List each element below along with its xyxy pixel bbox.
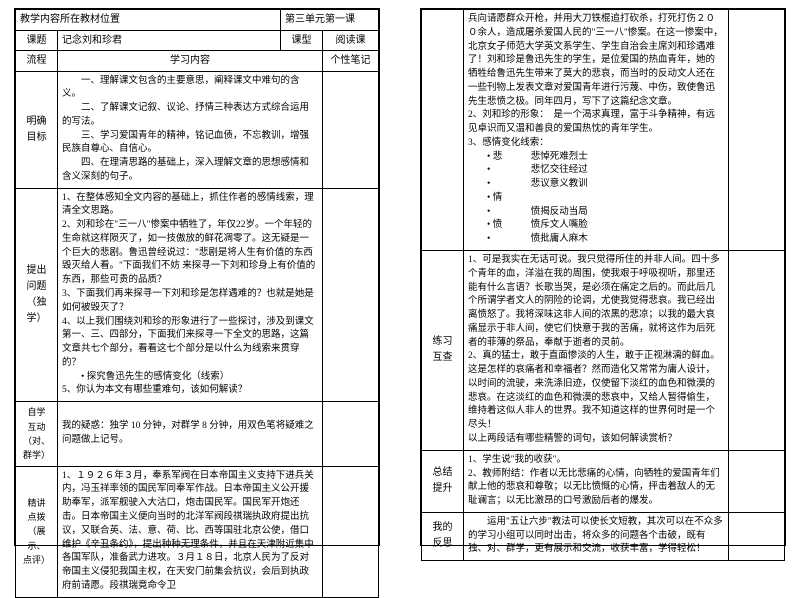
lbl: 提升 [426, 481, 459, 497]
lbl: 点评） [20, 553, 53, 567]
note2 [323, 188, 379, 401]
summary-label: 总结 提升 [422, 450, 464, 512]
p: 2、刘和珍在"三一八"惨案中牺牲了，年仅22岁。一个年轻的生命就这样陨灭了，如一… [62, 219, 318, 288]
practice-label: 练习 互查 [422, 251, 464, 451]
lbl: （独 [20, 295, 53, 311]
lbl: 互查 [426, 350, 459, 366]
lbl: 总结 [426, 465, 459, 481]
cont-body: 兵向请愿群众开枪，并用大刀铁棍追打砍杀，打死打伤２００余人，造成屠杀爱国人民的"… [464, 10, 729, 251]
p: 兵向请愿群众开枪，并用大刀铁棍追打砍杀，打死打伤２００余人，造成屠杀爱国人民的"… [468, 13, 724, 109]
lecture-label: 精讲 点拨 （展 示、 点评） [16, 466, 58, 597]
lecture-body: 1、１９２６年３月，奉系军阀在日本帝国主义支持下进兵关内，冯玉祥率领的国民军同奉… [58, 466, 323, 597]
note3 [323, 402, 379, 467]
right-table: 兵向请愿群众开枪，并用大刀铁棍追打砍杀，打死打伤２００余人，造成屠杀爱国人民的"… [421, 9, 785, 561]
p: 4、以上我们围绕刘和珍的形象进行了一些探讨，涉及到课文第一、三、四部分，下面我们… [62, 316, 318, 371]
lbl: 群学） [20, 448, 53, 462]
lbl: 自学 [20, 405, 53, 419]
r3c1: 流程 [16, 51, 58, 72]
note4 [323, 466, 379, 597]
b: 愤 愤斥文人嘴脸 [487, 219, 724, 233]
p: 2、刘和珍的形象： 是一个渴求真理，富于斗争精神，有远见卓识而又温和善良的爱国热… [468, 109, 724, 137]
p: 1、可是我实在无话可说。我只觉得所住的并非人间。四十多个青年的血，洋溢在我的周围… [468, 254, 724, 350]
r3c3: 个性笔记 [323, 51, 379, 72]
question-body: 1、在整体感知全文内容的基础上，抓住作者的感情线索，理清全文思路。 2、刘和珍在… [58, 188, 323, 401]
bullet: 探究鲁迅先生的感情变化（线索） [81, 371, 318, 385]
lbl: 问题 [20, 279, 53, 295]
note1 [323, 71, 379, 188]
lbl: 目标 [20, 130, 53, 146]
lbl: 示、 [20, 539, 53, 553]
r2c2: 记念刘和珍君 [58, 30, 281, 51]
goal-body: 一、理解课文包含的主要意思，阐释课文中难句的含义。 二、了解课文记叙、议论、抒情… [58, 71, 323, 188]
pos-val: 第三单元第一课 [281, 10, 379, 31]
p: 3、感情变化线索： [468, 137, 724, 151]
question-label: 提出 问题 （独 学） [16, 188, 58, 401]
r2c1: 课题 [16, 30, 58, 51]
lbl: 明确 [20, 114, 53, 130]
lbl: 我的 [426, 520, 459, 536]
r2c3: 课型 [281, 30, 323, 51]
b: 悲 悲悼死难烈士 [487, 151, 724, 165]
self-label: 自学 互动 （对、 群学） [16, 402, 58, 467]
lbl: 点拨 [20, 510, 53, 524]
p: 2、真的猛士，敢于直面惨淡的人生，敢于正视淋漓的鲜血。这是怎样的哀痛者和幸福者？… [468, 350, 724, 433]
lbl: （对、 [20, 434, 53, 448]
lbl: 互动 [20, 420, 53, 434]
summary-body: 1、学生说"我的收获"。 2、教师附结：作者以无比悲痛的心情，向牺牲的爱国青年们… [464, 450, 729, 512]
right-page: 兵向请愿群众开枪，并用大刀铁棍追打砍杀，打死打伤２００余人，造成屠杀爱国人民的"… [420, 8, 786, 546]
p: 5、你认为本文有哪些重难句，该如何解读？ [62, 384, 318, 398]
lbl: 提出 [20, 263, 53, 279]
left-table: 教学内容所在教材位置 第三单元第一课 课题 记念刘和珍君 课型 阅读课 流程 学… [15, 9, 379, 598]
b: 愤批庸人麻木 [487, 233, 724, 247]
p: 1、在整体感知全文内容的基础上，抓住作者的感情线索，理清全文思路。 [62, 192, 318, 220]
noteR1 [729, 10, 785, 251]
p: 3、下面我们再来探寻一下刘和珍是怎样遇难的？也就是她是如何被毁灭了？ [62, 288, 318, 316]
pos-label: 教学内容所在教材位置 [16, 10, 281, 31]
b: 悲忆交往经过 [487, 164, 724, 178]
goal-label: 明确 目标 [16, 71, 58, 188]
left-page: 教学内容所在教材位置 第三单元第一课 课题 记念刘和珍君 课型 阅读课 流程 学… [14, 8, 380, 546]
practice-body: 1、可是我实在无话可说。我只觉得所住的并非人间。四十多个青年的血，洋溢在我的周围… [464, 251, 729, 451]
lbl: 反思 [426, 536, 459, 552]
reflect-body: 运用"五让六步"教法可以使长文短教，其次可以在不众多的学习小组可以同时出击，将众… [464, 512, 729, 560]
lbl: （展 [20, 524, 53, 538]
r3c2: 学习内容 [58, 51, 323, 72]
noteR3 [729, 450, 785, 512]
b: 悲议意义教训 [487, 178, 724, 192]
b: 情 [487, 192, 724, 206]
cont-label [422, 10, 464, 251]
self-body: 我的疑惑：独学 10 分钟，对群学 8 分钟，用双色笔将疑难之问题做上记号。 [58, 402, 323, 467]
lbl: 练习 [426, 334, 459, 350]
p: 以上两段话有哪些精警的词句，该如何解读赏析？ [468, 433, 724, 447]
b: 愤揭反动当局 [487, 206, 724, 220]
noteR4 [729, 512, 785, 560]
noteR2 [729, 251, 785, 451]
r2c4: 阅读课 [323, 30, 379, 51]
reflect-label: 我的 反思 [422, 512, 464, 560]
lbl: 精讲 [20, 496, 53, 510]
lbl: 学） [20, 311, 53, 327]
